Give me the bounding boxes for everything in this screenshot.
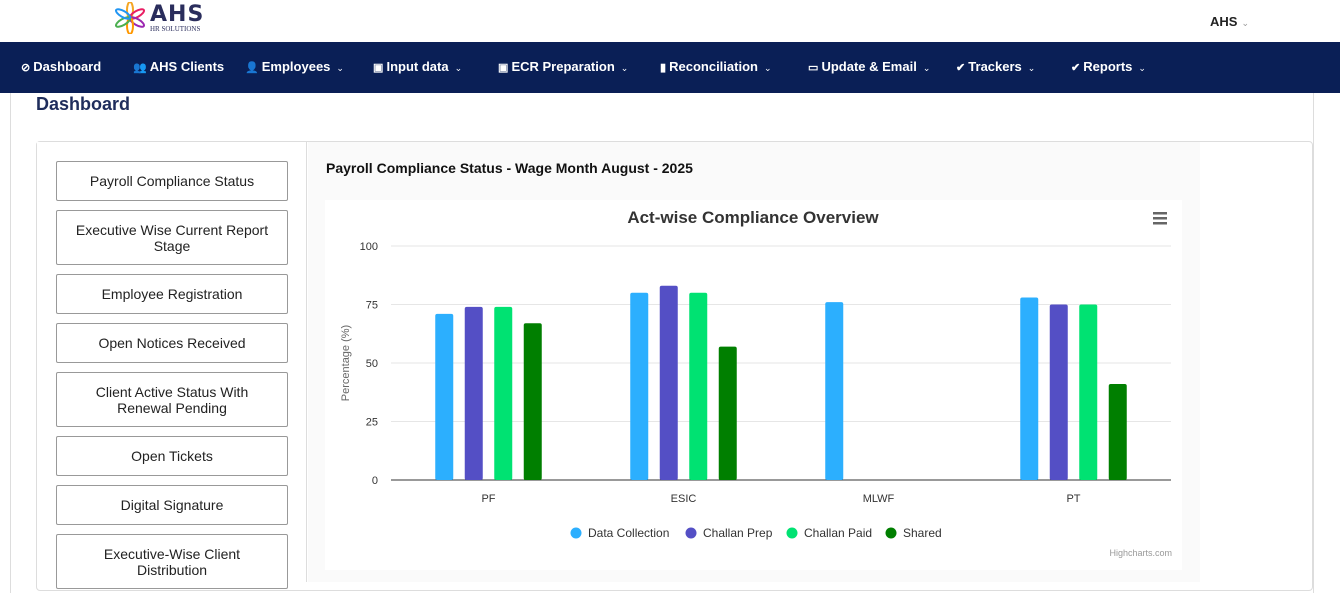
y-tick-label: 50 — [366, 358, 378, 370]
dashboard-icon: ⊘ — [21, 62, 34, 74]
y-tick-label: 100 — [360, 241, 378, 253]
user-icon: 👤 — [245, 62, 262, 74]
bar-data-collection-pf[interactable] — [435, 313, 454, 480]
bar-challan-paid-esic[interactable] — [689, 292, 708, 480]
nav-label: ECR Preparation — [511, 59, 615, 74]
chevron-down-icon: ⌄ — [763, 63, 772, 73]
bar-data-collection-pt[interactable] — [1020, 297, 1039, 480]
chart-title: Act-wise Compliance Overview — [627, 208, 879, 227]
nav-input-data[interactable]: ▣ Input data ⌄ — [373, 59, 462, 74]
nav-label: Dashboard — [33, 59, 102, 74]
y-tick-label: 25 — [366, 417, 378, 429]
panel-title: Payroll Compliance Status - Wage Month A… — [326, 160, 693, 176]
sidebar-button[interactable]: Executive-Wise Client Distribution — [56, 534, 288, 589]
bar-shared-esic[interactable] — [718, 346, 737, 480]
sidebar-button[interactable]: Employee Registration — [56, 274, 288, 314]
main-nav: ⊘ Dashboard 👥 AHS Clients 👤 Employees ⌄ ▣ In… — [0, 42, 1340, 93]
chart-panel: Payroll Compliance Status - Wage Month A… — [308, 142, 1200, 582]
content-frame — [10, 93, 1314, 593]
chevron-down-icon: ⌄ — [620, 63, 629, 73]
sidebar-button[interactable]: Open Notices Received — [56, 323, 288, 363]
bar-challan-paid-pf[interactable] — [494, 306, 513, 480]
legend-marker[interactable] — [570, 527, 582, 539]
nav-label: Employees — [261, 59, 331, 74]
bar-challan-prep-pt[interactable] — [1049, 304, 1068, 481]
nav-label: Input data — [386, 59, 449, 74]
calendar-icon: ▣ — [373, 62, 387, 74]
x-tick-label: PT — [1066, 493, 1080, 505]
legend-marker[interactable] — [685, 527, 697, 539]
report-sidebar: Payroll Compliance Status Executive Wise … — [37, 142, 307, 589]
page-title: Dashboard — [36, 94, 131, 114]
user-name: AHS — [1210, 14, 1238, 29]
flower-logo-icon — [114, 2, 146, 34]
check-double-icon: ✔ — [1071, 62, 1084, 74]
chevron-down-icon: ⌄ — [922, 63, 931, 73]
bar-shared-pf[interactable] — [523, 323, 542, 480]
users-icon: 👥 — [133, 62, 150, 74]
x-tick-label: ESIC — [671, 493, 697, 505]
bar-data-collection-esic[interactable] — [630, 292, 649, 480]
bar-challan-prep-pf[interactable] — [464, 306, 483, 480]
chevron-down-icon: ⌄ — [1241, 18, 1249, 28]
x-tick-label: MLWF — [863, 493, 895, 505]
legend-item[interactable]: Challan Prep — [703, 526, 773, 540]
chevron-down-icon: ⌄ — [336, 63, 344, 73]
y-tick-label: 75 — [366, 300, 378, 312]
legend-item[interactable]: Shared — [903, 526, 942, 540]
bar-challan-paid-pt[interactable] — [1079, 304, 1098, 481]
compliance-chart: Act-wise Compliance Overview 0 25 50 75 100 Pe… — [325, 200, 1182, 570]
x-tick-label: PF — [481, 493, 495, 505]
sidebar-button[interactable]: Client Active Status With Renewal Pendin… — [56, 372, 288, 427]
nav-employees[interactable]: 👤 Employees ⌄ — [245, 59, 344, 74]
chevron-down-icon: ⌄ — [1027, 63, 1036, 73]
user-menu[interactable]: AHS ⌄ — [1210, 14, 1249, 29]
nav-label: Update & Email — [821, 59, 917, 74]
nav-update-email[interactable]: ▭ Update & Email ⌄ — [808, 59, 930, 74]
sidebar-button[interactable]: Digital Signature — [56, 485, 288, 525]
logo-text: AHS — [150, 1, 205, 27]
nav-label: Reconciliation — [669, 59, 758, 74]
clipboard-icon: ▮ — [660, 62, 670, 74]
legend-marker[interactable] — [786, 527, 798, 539]
chart-svg: Act-wise Compliance Overview 0 25 50 75 100 Pe… — [340, 208, 1172, 558]
nav-label: Reports — [1083, 59, 1133, 74]
y-axis-label: Percentage (%) — [340, 325, 352, 401]
sidebar-button[interactable]: Open Tickets — [56, 436, 288, 476]
top-header: AHS HR SOLUTIONS AHS ⌄ — [0, 0, 1340, 42]
y-tick-label: 0 — [372, 475, 378, 487]
nav-ahs-clients[interactable]: 👥 AHS Clients — [133, 59, 224, 74]
nav-dashboard[interactable]: ⊘ Dashboard — [21, 59, 101, 74]
bar-challan-prep-esic[interactable] — [659, 285, 678, 480]
ahs-logo[interactable]: AHS HR SOLUTIONS — [114, 2, 204, 34]
nav-ecr-preparation[interactable]: ▣ ECR Preparation ⌄ — [498, 59, 628, 74]
nav-trackers[interactable]: ✔ Trackers ⌄ — [956, 59, 1035, 74]
calendar-icon: ▣ — [498, 62, 512, 74]
nav-reconciliation[interactable]: ▮ Reconciliation ⌄ — [660, 59, 772, 74]
chevron-down-icon: ⌄ — [1138, 63, 1146, 73]
money-icon: ▭ — [808, 62, 822, 74]
logo-subtext: HR SOLUTIONS — [150, 24, 201, 33]
legend-item[interactable]: Challan Paid — [804, 526, 872, 540]
check-double-icon: ✔ — [956, 62, 969, 74]
menu-icon[interactable] — [1153, 212, 1167, 225]
nav-label: AHS Clients — [149, 59, 225, 74]
nav-label: Trackers — [968, 59, 1022, 74]
chart-credits[interactable]: Highcharts.com — [1109, 548, 1172, 558]
legend-marker[interactable] — [885, 527, 897, 539]
chevron-down-icon: ⌄ — [454, 63, 463, 73]
sidebar-button[interactable]: Executive Wise Current Report Stage — [56, 210, 288, 265]
bar-data-collection-mlwf[interactable] — [825, 302, 844, 480]
legend-item[interactable]: Data Collection — [588, 526, 669, 540]
bar-shared-pt[interactable] — [1108, 384, 1127, 480]
nav-reports[interactable]: ✔ Reports ⌄ — [1071, 59, 1146, 74]
sidebar-button[interactable]: Payroll Compliance Status — [56, 161, 288, 201]
